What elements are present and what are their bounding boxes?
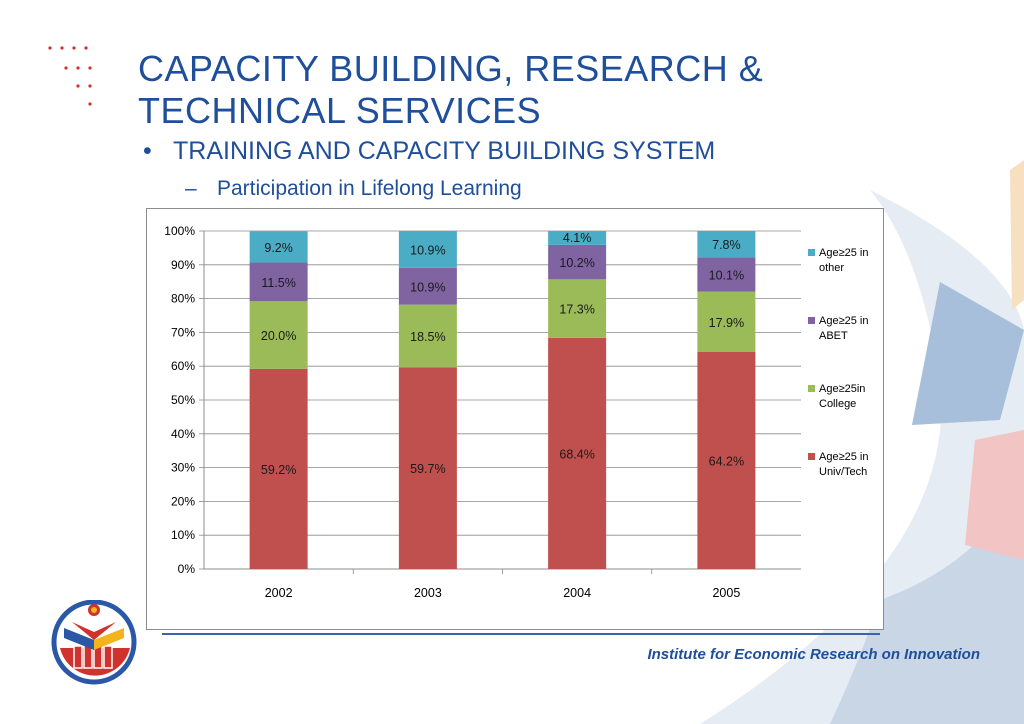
x-tick-label: 2004 bbox=[563, 586, 591, 600]
legend-swatch bbox=[808, 385, 815, 392]
x-tick-label: 2005 bbox=[712, 586, 740, 600]
x-tick-label: 2002 bbox=[265, 586, 293, 600]
bar-segment bbox=[398, 304, 457, 368]
bar-segment bbox=[548, 279, 607, 338]
legend-swatch bbox=[808, 249, 815, 256]
bullet-item: • TRAINING AND CAPACITY BUILDING SYSTEM bbox=[143, 136, 715, 166]
title-line-1: CAPACITY BUILDING, RESEARCH & bbox=[138, 48, 764, 89]
slide-title: CAPACITY BUILDING, RESEARCH & TECHNICAL … bbox=[138, 48, 838, 132]
legend-label: Univ/Tech bbox=[819, 466, 867, 478]
y-tick-label: 20% bbox=[171, 494, 195, 508]
data-label: 20.0% bbox=[261, 329, 296, 343]
background-pink-shape bbox=[965, 430, 1024, 560]
bar-segment bbox=[697, 231, 756, 258]
x-tick-label: 2003 bbox=[414, 586, 442, 600]
bar-segment bbox=[697, 257, 756, 292]
data-label: 10.2% bbox=[559, 256, 594, 270]
y-tick-label: 10% bbox=[171, 528, 195, 542]
footer-divider bbox=[162, 633, 880, 635]
y-tick-label: 80% bbox=[171, 292, 195, 306]
bullet-marker: • bbox=[143, 137, 152, 165]
bar-segment bbox=[249, 231, 308, 263]
y-tick-label: 40% bbox=[171, 427, 195, 441]
chart-container: 0% 10% 20% 30% 40% 50% 60% 70% 80% 90% 100% 59.2% 20… bbox=[146, 208, 884, 630]
footer-institute: Institute for Economic Research on Innov… bbox=[647, 646, 980, 663]
data-label: 68.4% bbox=[559, 447, 594, 461]
y-tick-label: 0% bbox=[178, 562, 196, 576]
legend-label: College bbox=[819, 398, 856, 410]
bar-segment bbox=[548, 231, 607, 245]
dot-pattern-icon bbox=[48, 46, 92, 106]
data-label: 17.3% bbox=[559, 303, 594, 317]
data-label: 10.9% bbox=[410, 243, 445, 257]
data-label: 59.2% bbox=[261, 463, 296, 477]
stacked-bar-chart: 0% 10% 20% 30% 40% 50% 60% 70% 80% 90% 100% 59.2% 20… bbox=[164, 224, 868, 600]
bar-segment bbox=[398, 367, 457, 569]
data-label: 17.9% bbox=[709, 316, 744, 330]
y-tick-label: 90% bbox=[171, 258, 195, 272]
bar-segment bbox=[249, 262, 308, 302]
bar-segment bbox=[548, 337, 607, 569]
y-tick-label: 60% bbox=[171, 359, 195, 373]
y-tick-label: 30% bbox=[171, 461, 195, 475]
data-label: 59.7% bbox=[410, 462, 445, 476]
bar-segment bbox=[249, 368, 308, 569]
data-label: 9.2% bbox=[264, 241, 293, 255]
legend-label: Age≥25 in bbox=[819, 247, 868, 259]
background-swoosh-dark bbox=[830, 470, 1024, 724]
bar-segment bbox=[697, 352, 756, 569]
bullet-text: TRAINING AND CAPACITY BUILDING SYSTEM bbox=[173, 137, 716, 165]
y-tick-label: 100% bbox=[164, 224, 195, 238]
legend-label: ABET bbox=[819, 330, 848, 342]
background-blue-shape bbox=[912, 282, 1024, 425]
bar-segment bbox=[398, 231, 457, 268]
bar-segment bbox=[548, 244, 607, 280]
subbullet-item: – Participation in Lifelong Learning bbox=[185, 176, 522, 202]
y-tick-label: 50% bbox=[171, 393, 195, 407]
data-label: 64.2% bbox=[709, 455, 744, 469]
data-label: 10.1% bbox=[709, 268, 744, 282]
data-label: 18.5% bbox=[410, 330, 445, 344]
subbullet-marker: – bbox=[185, 177, 197, 200]
legend-label: Age≥25 in bbox=[819, 451, 868, 463]
bar-segment bbox=[249, 301, 308, 369]
subbullet-text: Participation in Lifelong Learning bbox=[217, 177, 522, 200]
legend-label: other bbox=[819, 262, 844, 274]
legend-label: Age≥25in bbox=[819, 383, 865, 395]
bar-segment bbox=[697, 291, 756, 353]
data-label: 11.5% bbox=[261, 276, 296, 290]
institute-logo bbox=[51, 600, 137, 685]
y-tick-label: 70% bbox=[171, 325, 195, 339]
data-label: 7.8% bbox=[712, 238, 741, 252]
legend-label: Age≥25 in bbox=[819, 315, 868, 327]
legend-swatch bbox=[808, 453, 815, 460]
bar-segment bbox=[398, 267, 457, 305]
title-line-2: TECHNICAL SERVICES bbox=[138, 90, 542, 131]
data-label: 10.9% bbox=[410, 280, 445, 294]
background-peach-shape bbox=[1010, 160, 1024, 310]
legend-swatch bbox=[808, 317, 815, 324]
data-label: 4.1% bbox=[563, 231, 592, 245]
